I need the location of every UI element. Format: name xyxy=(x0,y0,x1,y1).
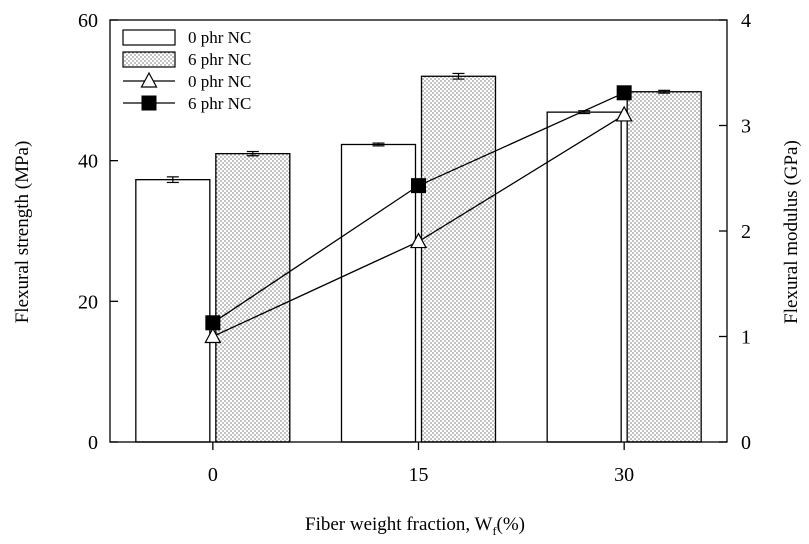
bar-dotted-0 xyxy=(215,152,291,443)
bar-open-0 xyxy=(135,179,211,443)
x-tick-label: 30 xyxy=(614,464,634,486)
y-tick-label: 20 xyxy=(78,291,98,313)
x-axis-label-subscript: f xyxy=(493,524,497,538)
legend-label: 0 phr NC xyxy=(188,28,251,47)
marker-filled-square-15 xyxy=(411,178,426,194)
legend-swatch-bar xyxy=(122,51,176,68)
legend-marker-open-triangle xyxy=(140,71,158,88)
marker-filled-square-0 xyxy=(205,315,221,331)
marker-filled-square-30 xyxy=(616,85,632,101)
x-axis-label-unit: (%) xyxy=(497,514,525,535)
legend-marker-filled-square xyxy=(141,95,157,111)
bar-open-15 xyxy=(340,143,417,443)
x-axis-label-main: Fiber weight fraction, W xyxy=(305,514,493,535)
lines-layer xyxy=(204,85,633,344)
marker-open-triangle-30 xyxy=(615,105,633,122)
bars-layer xyxy=(135,72,702,443)
marker-open-triangle-0 xyxy=(204,327,222,344)
x-tick-label: 0 xyxy=(208,464,218,486)
legend-swatch-bar xyxy=(122,29,176,46)
x-tick-label: 15 xyxy=(409,464,429,486)
bar-open-30 xyxy=(546,111,622,443)
bar-dotted-15 xyxy=(420,75,497,443)
y-tick-label: 40 xyxy=(78,151,98,173)
bar-dotted-30 xyxy=(626,91,702,443)
legend-label: 0 phr NC xyxy=(188,72,251,91)
legend-label: 6 phr NC xyxy=(188,50,251,69)
y-right-tick-label: 0 xyxy=(741,432,751,454)
y-axis-right-label: Flexural modulus (GPa) xyxy=(781,140,802,324)
y-axis-label: Flexural strength (MPa) xyxy=(12,141,33,324)
y-right-tick-label: 2 xyxy=(741,221,751,243)
y-right-tick-label: 1 xyxy=(741,327,751,349)
legend: 0 phr NC 6 phr NC 0 phr NC 6 phr NC xyxy=(122,28,251,113)
y-right-tick-label: 3 xyxy=(741,116,751,138)
y-right-tick-label: 4 xyxy=(741,10,751,32)
x-axis-label: Fiber weight fraction, Wf(%) xyxy=(305,514,525,538)
marker-open-triangle-15 xyxy=(409,232,428,249)
y-tick-label: 0 xyxy=(88,432,98,454)
legend-label: 6 phr NC xyxy=(188,94,251,113)
y-tick-label: 60 xyxy=(78,10,98,32)
